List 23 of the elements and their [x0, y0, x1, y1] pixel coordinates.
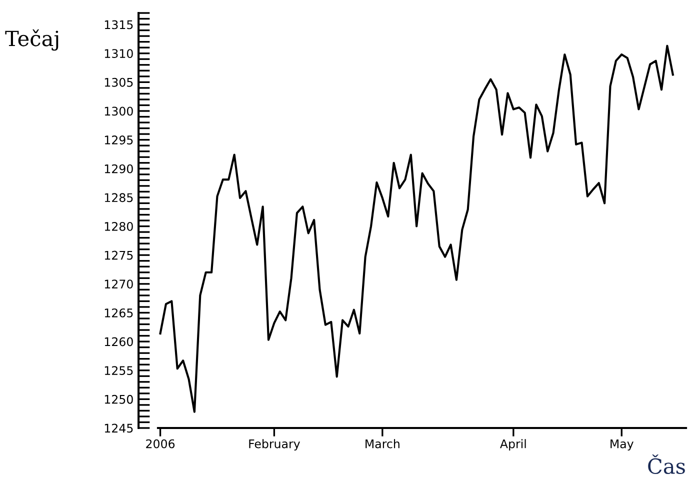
x-tick-label: 2006 [146, 439, 175, 448]
y-tick-label: 1305 [104, 78, 133, 87]
y-tick-label: 1265 [104, 308, 133, 318]
y-tick-label: 1260 [104, 337, 133, 346]
x-axis-title: Čas [648, 454, 685, 474]
y-tick-label: 1285 [104, 193, 133, 202]
x-tick-label: May [610, 439, 634, 451]
y-tick-label: 1315 [104, 20, 133, 30]
y-tick-label: 1245 [104, 424, 133, 433]
x-tick-label: March [366, 439, 400, 448]
y-tick-label: 1290 [104, 164, 133, 174]
x-tick-label: February [249, 439, 300, 451]
y-axis-title: Tečaj [5, 29, 58, 51]
y-tick-label: 1310 [104, 49, 133, 58]
y-tick-label: 1295 [104, 136, 133, 144]
y-tick-label: 1280 [104, 222, 133, 231]
x-tick-label: April [500, 439, 526, 451]
y-tick-label: 1275 [104, 250, 133, 260]
line-series [159, 44, 674, 413]
y-tick-label: 1255 [104, 366, 133, 376]
y-tick-label: 1270 [104, 280, 133, 289]
y-tick-label: 1250 [104, 394, 133, 404]
y-tick-label: 1300 [104, 106, 133, 116]
